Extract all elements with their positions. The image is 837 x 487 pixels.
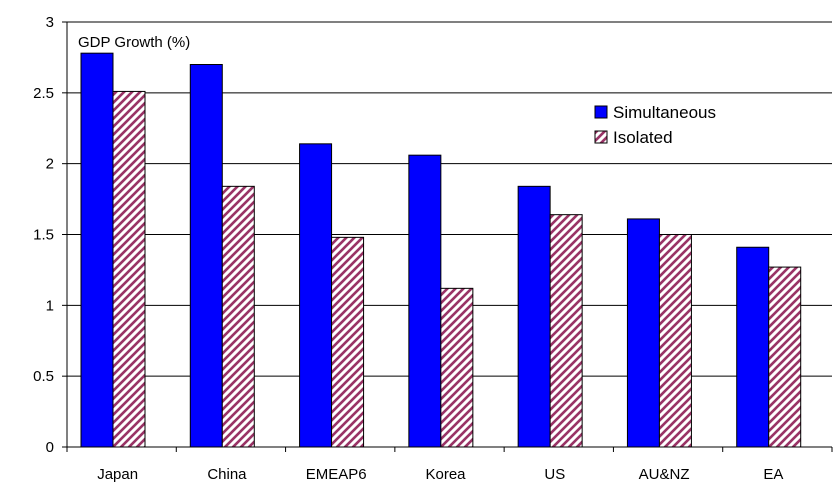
- legend-label: Simultaneous: [613, 103, 716, 122]
- bar-isolated: [221, 185, 255, 448]
- y-tick-label: 3: [46, 14, 54, 31]
- legend-swatch-simultaneous: [594, 105, 608, 119]
- y-tick-label: 1.5: [33, 227, 54, 244]
- axes: [62, 21, 833, 452]
- x-tick-label: China: [207, 466, 247, 482]
- y-tick-label: 0.5: [33, 368, 54, 385]
- x-tick-label: EMEAP6: [306, 466, 367, 482]
- y-tick-label: 2: [46, 156, 54, 173]
- bar-isolated: [658, 234, 692, 448]
- bar-isolated: [768, 266, 802, 448]
- legend-label: Isolated: [613, 128, 673, 147]
- bars: [80, 52, 802, 448]
- bar-isolated: [331, 236, 365, 448]
- x-tick-label: Korea: [425, 466, 466, 482]
- bar-simultaneous: [299, 143, 333, 448]
- x-tick-label: US: [544, 466, 565, 482]
- tick-labels: 0 0.5 1 1.5 2 2.5 3 Japan China EMEAP6 Korea US AU&N…: [33, 14, 783, 483]
- y-tick-label: 2.5: [33, 85, 54, 102]
- chart-title: GDP Growth (%): [78, 34, 190, 51]
- y-tick-label: 0: [46, 439, 54, 456]
- bar-simultaneous: [408, 154, 442, 448]
- legend: Simultaneous Isolated: [594, 103, 716, 147]
- legend-swatch-isolated: [594, 130, 608, 144]
- y-tick-label: 1: [46, 297, 54, 314]
- bar-simultaneous: [626, 218, 660, 448]
- x-tick-label: AU&NZ: [639, 466, 690, 482]
- bar-simultaneous: [80, 52, 114, 448]
- x-tick-label: Japan: [97, 466, 138, 482]
- bar-simultaneous: [736, 246, 770, 448]
- bar-simultaneous: [189, 64, 223, 448]
- bar-isolated: [549, 214, 583, 448]
- bar-simultaneous: [517, 185, 551, 448]
- x-tick-label: EA: [763, 466, 783, 482]
- bar-isolated: [112, 90, 146, 448]
- bar-isolated: [440, 287, 474, 448]
